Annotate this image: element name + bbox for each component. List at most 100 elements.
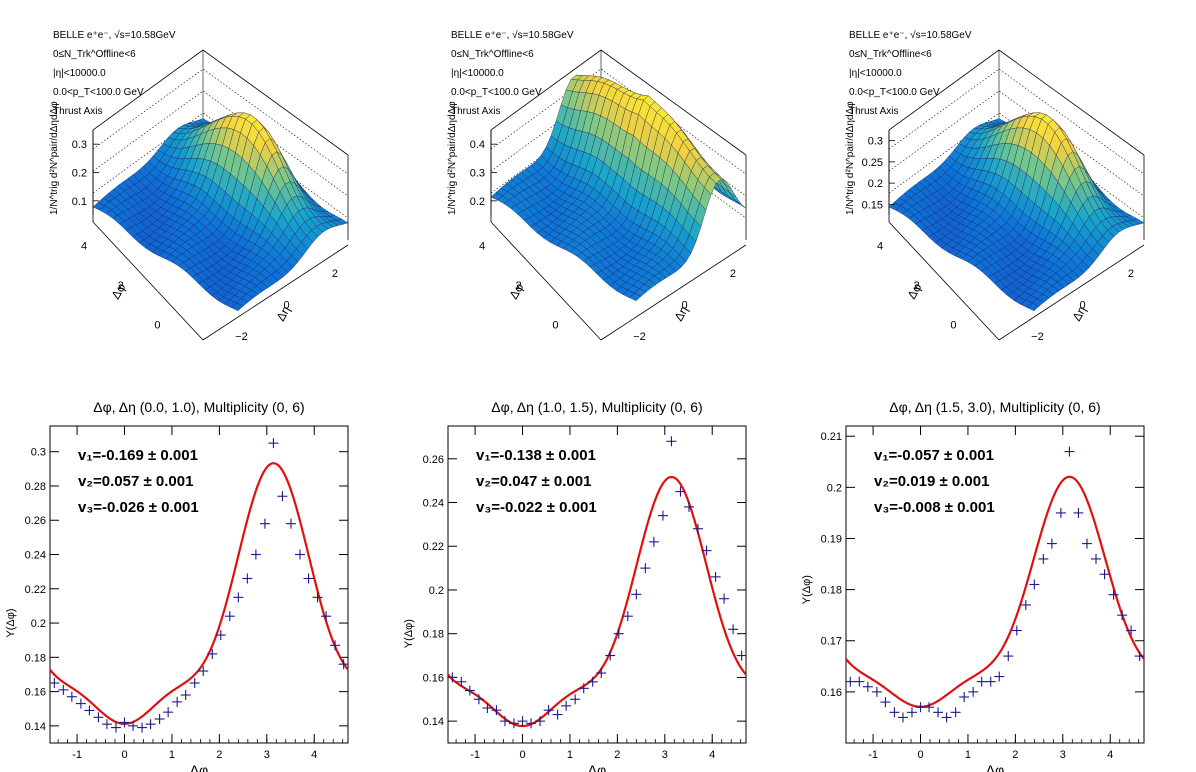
data-point bbox=[968, 686, 979, 697]
info-line: 0≤N_Trk^Offline<6 bbox=[451, 49, 534, 60]
phi-axis: 0 2 4 Δφ bbox=[81, 221, 204, 341]
x-axis: -1 0 1 2 3 4 Δφ bbox=[853, 426, 1140, 772]
data-point bbox=[119, 717, 130, 728]
info-line: 0≤N_Trk^Offline<6 bbox=[53, 49, 136, 60]
z-tick-label: 0.15 bbox=[862, 199, 883, 211]
y-axis-label: Y(Δφ) bbox=[801, 575, 813, 604]
x-tick-label: 1 bbox=[567, 749, 573, 761]
eta-axis: −2 0 2 Δη bbox=[998, 244, 1145, 343]
data-point bbox=[906, 707, 917, 718]
data-point bbox=[330, 640, 341, 651]
info-line: |η|<10000.0 bbox=[451, 68, 504, 79]
data-point bbox=[728, 624, 739, 635]
data-point bbox=[985, 676, 996, 687]
data-point bbox=[683, 501, 694, 512]
data-point bbox=[508, 718, 519, 729]
data-point bbox=[145, 719, 156, 730]
y-tick-label: 0.2 bbox=[429, 585, 444, 597]
data-point bbox=[605, 650, 616, 661]
z-tick-label: 0.3 bbox=[470, 168, 485, 180]
y-tick-label: 0.21 bbox=[821, 431, 842, 443]
data-point bbox=[473, 694, 484, 705]
data-point bbox=[693, 523, 704, 534]
surface-panel-2: BELLE e⁺e⁻, √s=10.58GeV 0≤N_Trk^Offline<6… bbox=[447, 29, 747, 343]
data-point bbox=[163, 707, 174, 718]
fit-curve bbox=[50, 462, 348, 725]
z-axis-label: 1/N^trig d²N^pair/dΔηdΔφ bbox=[845, 101, 856, 215]
fit-label: v₁=-0.138 ± 0.001 bbox=[476, 447, 596, 464]
y-axis: 0.16 0.17 0.18 0.19 0.2 0.21 Y(Δφ) bbox=[801, 431, 1144, 699]
data-point bbox=[1117, 610, 1128, 621]
fit-labels: v₁=-0.138 ± 0.001 v₂=0.047 ± 0.001 v₃=-0.0… bbox=[476, 447, 597, 516]
info-line: 0≤N_Trk^Offline<6 bbox=[849, 49, 932, 60]
data-point bbox=[976, 676, 987, 687]
data-point bbox=[1099, 569, 1110, 580]
data-point bbox=[224, 611, 235, 622]
y-tick-label: 0.26 bbox=[25, 515, 46, 527]
panel-title: Δφ, Δη (1.5, 3.0), Multiplicity (0, 6) bbox=[889, 399, 1100, 415]
data-point bbox=[578, 683, 589, 694]
data-point bbox=[862, 681, 873, 692]
data-point bbox=[207, 648, 218, 659]
info-line: BELLE e⁺e⁻, √s=10.58GeV bbox=[53, 29, 176, 41]
eta-axis-label: Δη bbox=[273, 304, 292, 324]
data-point bbox=[447, 672, 458, 683]
data-point bbox=[66, 691, 77, 702]
data-point bbox=[456, 676, 467, 687]
x-tick-label: 4 bbox=[709, 749, 715, 761]
surface-panel-1: BELLE e⁺e⁻, √s=10.58GeV 0≤N_Trk^Offline<6… bbox=[49, 29, 349, 343]
y-tick-label: 0.24 bbox=[423, 498, 444, 510]
z-tick-label: 0.2 bbox=[470, 196, 485, 208]
info-line: 0.0<p_T<100.0 GeV bbox=[451, 87, 542, 98]
data-point bbox=[1064, 446, 1075, 457]
data-point bbox=[198, 666, 209, 677]
phi-tick-label: 4 bbox=[81, 241, 87, 253]
data-point bbox=[491, 705, 502, 716]
phi-tick-label: 2 bbox=[516, 280, 522, 292]
z-tick-label: 0.3 bbox=[868, 136, 883, 148]
data-point bbox=[137, 722, 148, 733]
x-axis-label: Δφ bbox=[588, 762, 606, 772]
data-point bbox=[242, 573, 253, 584]
y-tick-label: 0.14 bbox=[25, 721, 46, 733]
data-point bbox=[587, 676, 598, 687]
y-tick-label: 0.3 bbox=[31, 447, 46, 459]
data-point bbox=[933, 707, 944, 718]
eta-tick-label: −2 bbox=[235, 331, 248, 343]
plot-frame bbox=[49, 425, 349, 744]
plot-frame bbox=[845, 425, 1145, 744]
data-point bbox=[1081, 538, 1092, 549]
y-tick-label: 0.16 bbox=[25, 687, 46, 699]
data-point bbox=[915, 702, 926, 713]
data-point bbox=[110, 722, 121, 733]
surface-mesh bbox=[92, 112, 349, 311]
z-axis: 0.1 0.2 0.3 1/N^trig d²N^pair/dΔηdΔφ bbox=[49, 101, 99, 222]
y-tick-label: 0.18 bbox=[423, 629, 444, 641]
data-point bbox=[277, 491, 288, 502]
data-point bbox=[517, 716, 528, 727]
fit-curve bbox=[448, 475, 746, 728]
plot-frame bbox=[447, 425, 747, 744]
surface-cell bbox=[629, 292, 642, 301]
x-tick-label: -1 bbox=[470, 749, 480, 761]
info-line: Thrust Axis bbox=[451, 106, 500, 117]
data-point bbox=[93, 712, 104, 723]
data-point bbox=[526, 718, 537, 729]
data-point bbox=[719, 593, 730, 604]
info-box: BELLE e⁺e⁻, √s=10.58GeV 0≤N_Trk^Offline<6… bbox=[53, 29, 176, 117]
eta-axis-label: Δη bbox=[671, 304, 690, 324]
info-line: BELLE e⁺e⁻, √s=10.58GeV bbox=[849, 29, 972, 41]
data-point bbox=[1055, 507, 1066, 518]
data-point bbox=[950, 707, 961, 718]
phi-axis: 0 2 4 Δφ bbox=[479, 221, 602, 341]
x-axis-label: Δφ bbox=[190, 762, 208, 772]
x-axis: -1 0 1 2 3 4 Δφ bbox=[57, 426, 344, 772]
fit-panel-3: Δφ, Δη (1.5, 3.0), Multiplicity (0, 6) -1… bbox=[801, 399, 1145, 772]
surface-panel-3: BELLE e⁺e⁻, √s=10.58GeV 0≤N_Trk^Offline<6… bbox=[845, 29, 1145, 343]
y-tick-label: 0.26 bbox=[423, 454, 444, 466]
data-point bbox=[1134, 651, 1145, 662]
fit-panel-1: Δφ, Δη (0.0, 1.0), Multiplicity (0, 6) -1… bbox=[5, 399, 349, 772]
fit-label: v₁=-0.057 ± 0.001 bbox=[874, 447, 994, 464]
x-tick-label: 4 bbox=[1107, 749, 1113, 761]
